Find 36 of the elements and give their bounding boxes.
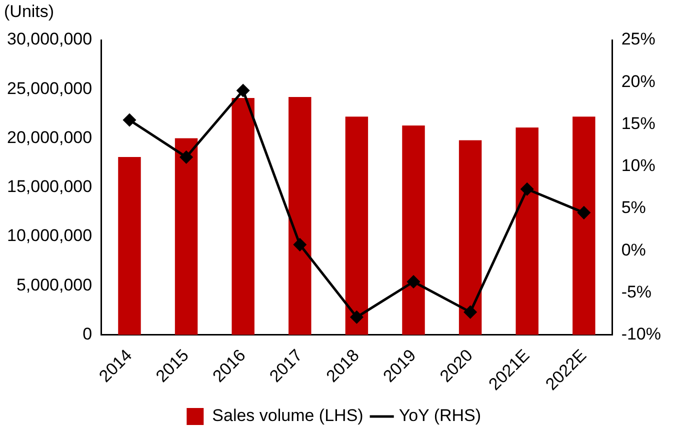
bar: [572, 116, 596, 335]
bar: [118, 156, 141, 335]
y2-tick-label: 15%: [621, 114, 656, 133]
y2-tick-label: -10%: [621, 324, 661, 344]
y-tick-label: 0: [82, 324, 92, 344]
point: [236, 84, 250, 97]
y2-tick-label: -5%: [621, 282, 652, 302]
point: [520, 182, 534, 196]
legend-label: YoY (RHS): [398, 406, 482, 426]
bar: [174, 138, 198, 335]
y-tick-label: 20,000,000: [6, 128, 92, 147]
bar: [345, 116, 368, 335]
y2-tick-label: 0%: [621, 240, 646, 260]
y2-tick-label: 25%: [621, 30, 656, 49]
bar: [458, 140, 482, 335]
point: [407, 276, 420, 288]
bar: [402, 125, 425, 335]
point: [123, 114, 136, 126]
y-tick-label: 25,000,000: [6, 78, 92, 98]
y-tick-label: 30,000,000: [6, 30, 92, 49]
point: [294, 238, 306, 251]
legend-label: Sales volume (LHS): [212, 406, 364, 426]
y-tick-label: 15,000,000: [6, 177, 92, 196]
bar: [516, 127, 538, 335]
point: [350, 310, 363, 324]
bar: [232, 98, 254, 335]
point: [578, 206, 590, 219]
y2-tick-label: 10%: [621, 156, 656, 176]
y-tick-label: 5,000,000: [16, 275, 92, 294]
y2-tick-label: 5%: [621, 198, 646, 218]
point: [180, 150, 193, 164]
bar: [288, 97, 312, 335]
point: [464, 306, 477, 318]
y-tick-label: 10,000,000: [6, 226, 92, 246]
y2-tick-label: 20%: [621, 72, 656, 91]
y-axis-title: (Units): [4, 2, 54, 22]
